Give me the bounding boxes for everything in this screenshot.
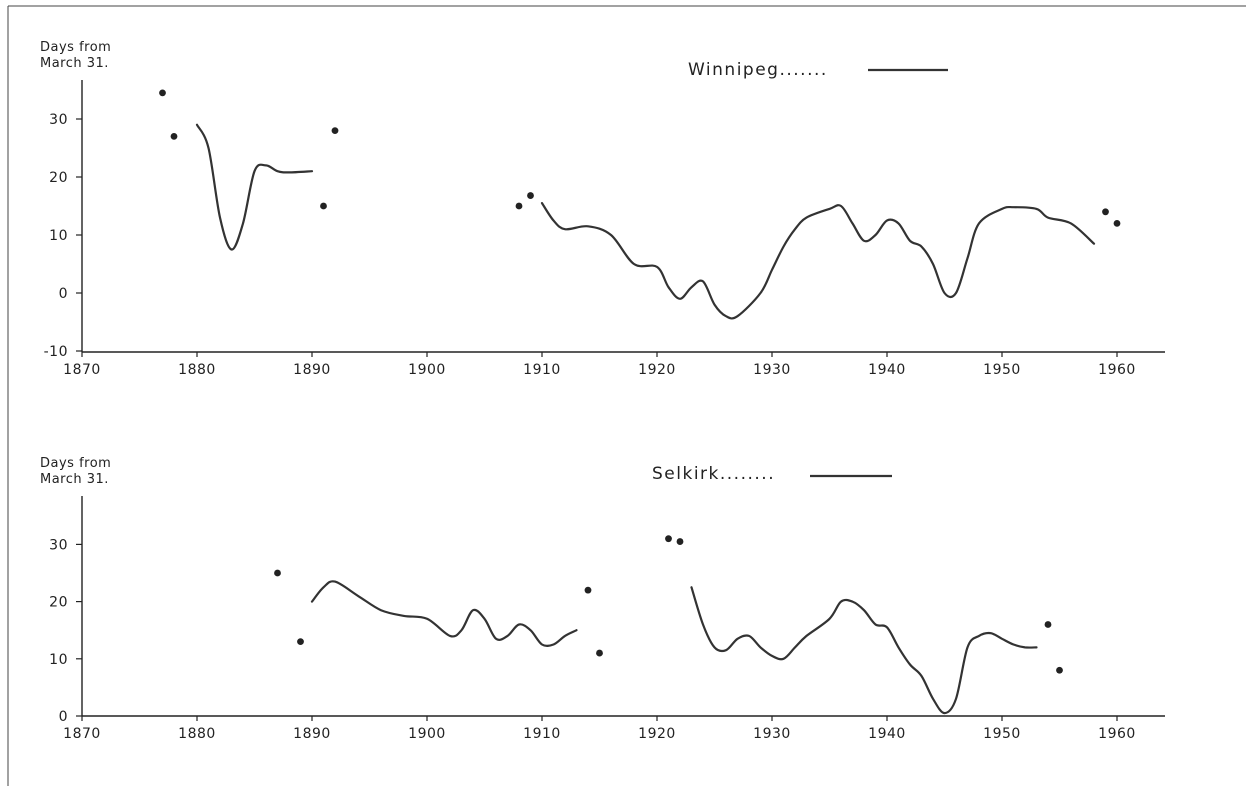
x-tick-label: 1950 — [983, 726, 1021, 742]
x-tick-label: 1950 — [983, 362, 1021, 378]
data-point — [1044, 621, 1052, 628]
data-point — [527, 192, 534, 199]
x-tick-label: 1880 — [178, 726, 216, 742]
x-tick-label: 1940 — [868, 726, 906, 742]
y-tick-label: 20 — [49, 595, 68, 611]
y-tick-label: 0 — [59, 286, 68, 302]
chart-panel-winnipeg: Days from March 31. Winnipeg....... -10 0… — [40, 40, 1165, 378]
series-selkirk — [310, 580, 1038, 715]
y-axis-label-line1: Days from — [40, 456, 111, 471]
x-tick-label: 1890 — [293, 362, 331, 378]
data-point — [297, 638, 304, 646]
legend-label: Selkirk........ — [652, 464, 775, 484]
data-point — [676, 538, 684, 545]
series-line-segment — [690, 586, 1038, 715]
data-point — [331, 127, 339, 134]
data-point — [159, 89, 166, 97]
x-tick-label: 1960 — [1098, 726, 1136, 742]
x-tick-label: 1910 — [523, 362, 561, 378]
x-tick-label: 1960 — [1098, 362, 1136, 378]
y-tick-label: -10 — [44, 344, 68, 360]
y-tick-label: 10 — [49, 652, 68, 668]
x-tick-label: 1930 — [753, 726, 791, 742]
x-tick-label: 1880 — [178, 362, 216, 378]
chart-panel-selkirk: Days from March 31. Selkirk........ 0 10 2… — [40, 456, 1165, 742]
y-axis-label-line1: Days from — [40, 40, 111, 55]
data-point — [274, 569, 281, 577]
x-ticks: 1870 1880 1890 1900 1910 1920 1930 1940 1950 1960 — [63, 352, 1136, 378]
y-ticks: 0 10 20 30 — [49, 537, 82, 725]
y-tick-label: 10 — [49, 228, 68, 244]
x-ticks: 1870 1880 1890 1900 1910 1920 1930 1940 1950 1960 — [63, 716, 1136, 742]
x-tick-label: 1890 — [293, 726, 331, 742]
data-point — [1113, 220, 1121, 227]
data-point — [1056, 666, 1063, 674]
y-axis-label-line2: March 31. — [40, 56, 109, 71]
data-point — [515, 202, 523, 210]
legend-label: Winnipeg....... — [688, 60, 828, 80]
y-tick-label: 30 — [49, 112, 68, 128]
x-tick-label: 1940 — [868, 362, 906, 378]
series-line-segment — [540, 202, 1096, 320]
y-ticks: -10 0 10 20 30 — [44, 112, 82, 360]
data-point — [170, 133, 178, 140]
x-tick-label: 1930 — [753, 362, 791, 378]
points-selkirk — [274, 535, 1063, 674]
data-point — [320, 202, 327, 210]
data-point — [596, 649, 603, 657]
data-point — [1102, 208, 1109, 216]
x-tick-label: 1920 — [638, 726, 676, 742]
series-line-segment — [310, 580, 578, 648]
data-point — [665, 535, 672, 543]
x-tick-label: 1910 — [523, 726, 561, 742]
data-point — [584, 586, 592, 594]
y-axis-label-line2: March 31. — [40, 472, 109, 487]
x-tick-label: 1870 — [63, 362, 101, 378]
series-winnipeg — [195, 123, 1096, 320]
y-tick-label: 0 — [59, 709, 68, 725]
x-tick-label: 1900 — [408, 362, 446, 378]
x-tick-label: 1920 — [638, 362, 676, 378]
y-tick-label: 30 — [49, 537, 68, 553]
x-tick-label: 1870 — [63, 726, 101, 742]
y-tick-label: 20 — [49, 170, 68, 186]
points-winnipeg — [159, 89, 1121, 227]
x-tick-label: 1900 — [408, 726, 446, 742]
series-line-segment — [195, 123, 314, 251]
